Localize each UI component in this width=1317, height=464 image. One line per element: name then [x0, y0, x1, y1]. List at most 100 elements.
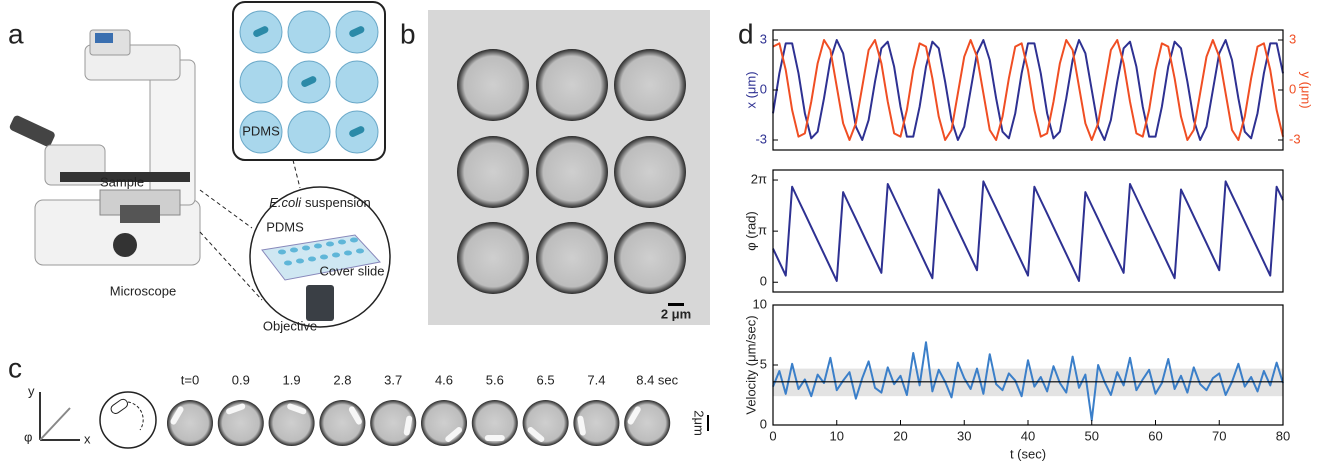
time-label: t=0 — [181, 372, 199, 387]
y-tick-label: 0 — [760, 81, 767, 96]
x-tick-label: 80 — [1276, 428, 1290, 443]
well-image — [457, 49, 529, 121]
y-tick-label: 0 — [760, 416, 767, 431]
y-axis-label: Velocity (μm/sec) — [743, 315, 758, 414]
cell-image — [403, 415, 413, 436]
chip-well — [320, 254, 328, 260]
zoom-line — [199, 189, 253, 229]
axis-y-label: y — [28, 383, 35, 398]
well — [287, 10, 331, 54]
x-tick-label: 70 — [1212, 428, 1226, 443]
stage — [60, 172, 190, 182]
y-tick-label: π — [758, 223, 767, 238]
x-tick-label: 20 — [893, 428, 907, 443]
cell-image — [627, 406, 641, 425]
well-image — [457, 222, 529, 294]
chip-well — [356, 248, 364, 254]
cell-image — [527, 426, 545, 442]
microscope-label: Microscope — [110, 283, 176, 298]
chip-label: PDMS — [266, 219, 304, 234]
x-tick-label: 0 — [769, 428, 776, 443]
suspension-species: E.coli — [269, 195, 302, 210]
time-label: 3.7 — [384, 372, 402, 387]
chip-well — [326, 241, 334, 247]
well — [239, 110, 283, 154]
suspension-text: suspension — [305, 195, 371, 210]
series-line — [772, 39, 1284, 141]
bacterium — [349, 126, 365, 137]
well-image — [536, 222, 608, 294]
y2-tick-label: 0 — [1289, 81, 1296, 96]
x-axis-label: t (sec) — [1010, 446, 1046, 461]
chip-well — [278, 249, 286, 255]
chip-well — [344, 250, 352, 256]
panel-label: b — [400, 18, 416, 49]
panel-label: a — [8, 18, 24, 49]
well-image — [536, 136, 608, 208]
scale-bar — [707, 415, 709, 431]
y-axis-label: x (μm) — [743, 71, 758, 108]
y-tick-label: 2π — [751, 171, 767, 186]
chip-well — [290, 247, 298, 253]
panel-label: c — [8, 352, 22, 383]
cell-image — [348, 406, 362, 425]
well — [287, 110, 331, 154]
microscope-column — [149, 59, 196, 206]
time-label: 2.8 — [333, 372, 351, 387]
chip-well — [314, 243, 322, 249]
chip-well — [308, 256, 316, 262]
cover-slide-label: Cover slide — [319, 263, 384, 278]
y-tick-label: 10 — [753, 296, 767, 311]
well-frame — [421, 400, 467, 446]
time-label: 5.6 — [486, 372, 504, 387]
zoom-line — [292, 159, 301, 189]
schematic-path — [127, 401, 144, 431]
axis-x-label: x — [84, 431, 91, 446]
y-tick-label: 5 — [760, 356, 767, 371]
scale-bar — [668, 303, 684, 306]
series-line — [772, 341, 1284, 422]
objective-lens — [306, 285, 334, 321]
time-label: 6.5 — [537, 372, 555, 387]
schematic-cell — [110, 398, 128, 414]
time-label: 1.9 — [283, 372, 301, 387]
well — [239, 60, 283, 104]
chip-well — [332, 252, 340, 258]
chip-well — [296, 258, 304, 264]
schematic-well — [99, 391, 157, 449]
well-image — [457, 136, 529, 208]
panel-label: d — [738, 18, 754, 49]
x-tick-label: 60 — [1148, 428, 1162, 443]
zoom-line — [199, 231, 263, 301]
time-label: 8.4 sec — [636, 372, 678, 387]
cell-image — [577, 415, 586, 436]
x-tick-label: 50 — [1085, 428, 1099, 443]
well — [335, 60, 379, 104]
y2-axis-label: y (μm) — [1299, 71, 1314, 108]
bacterium — [349, 26, 365, 37]
scale-label: 2μm — [692, 410, 707, 436]
x-tick-label: 40 — [1021, 428, 1035, 443]
axis-arrow — [39, 407, 71, 441]
well-frame — [522, 400, 569, 446]
suspension-label: E.coli suspension — [269, 195, 371, 210]
x-tick-label: 10 — [830, 428, 844, 443]
y-tick-label: 3 — [760, 31, 767, 46]
series-line — [772, 39, 1284, 141]
well-label: PDMS — [242, 123, 280, 138]
series-line — [772, 180, 1284, 282]
chip-well — [338, 239, 346, 245]
time-label: 7.4 — [587, 372, 605, 387]
y-axis-label: φ (rad) — [743, 211, 758, 251]
cell-image — [484, 435, 505, 441]
cell-image — [226, 403, 246, 415]
y-tick-label: 0 — [760, 274, 767, 289]
cell-image — [287, 403, 307, 415]
well-image — [614, 49, 686, 121]
cell-image — [170, 406, 184, 425]
objective-turret — [120, 205, 160, 223]
bacterium — [301, 76, 317, 87]
cell-image — [445, 426, 463, 442]
y-tick-label: -3 — [755, 131, 767, 146]
